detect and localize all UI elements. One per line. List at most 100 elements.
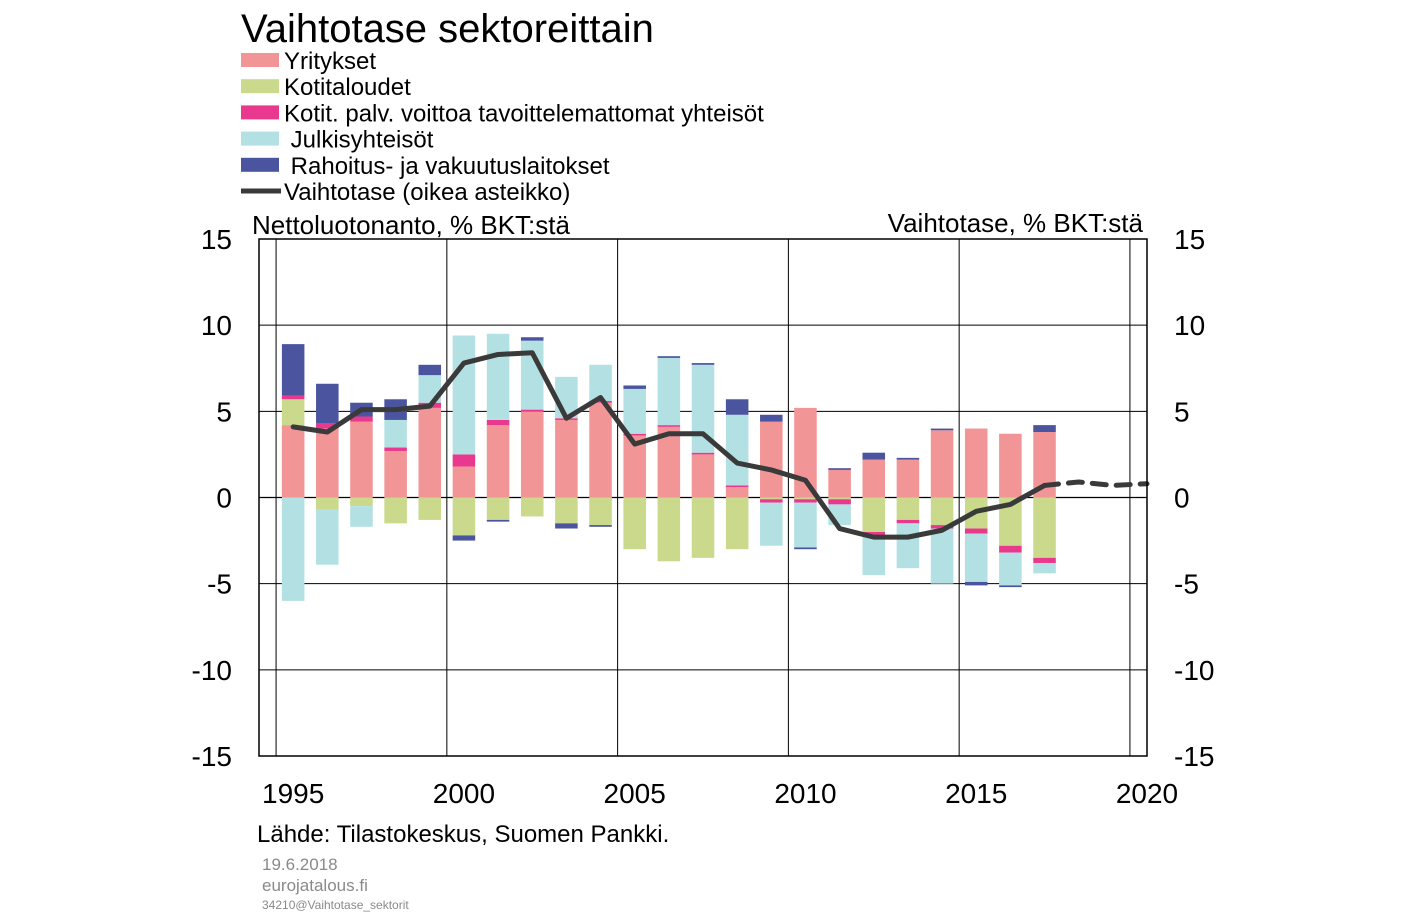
bar-segment (623, 385, 646, 389)
right-tick-label: -15 (1174, 741, 1214, 772)
bar-segment (281, 425, 305, 498)
axes: 15 15 10 10 5 5 0 0 -5 -5 -10 -10 -15 -15 1995 2000 2005… (192, 224, 1215, 809)
bar-segment (657, 426, 681, 498)
right-tick-label: 5 (1174, 396, 1190, 427)
bar-segment (964, 533, 988, 582)
bar-segment (760, 499, 783, 503)
plot-frame (258, 238, 1148, 757)
bar-segment (281, 399, 305, 426)
bar-segment (725, 487, 749, 498)
legend-label: Rahoitus- ja vakuutuslaitokset (284, 153, 610, 180)
bar-segment (486, 419, 510, 426)
bar-segment (657, 425, 681, 427)
gridlines (259, 239, 1147, 756)
legend-swatch (241, 79, 279, 94)
right-tick-label: 10 (1174, 310, 1205, 341)
source-note: Lähde: Tilastokeskus, Suomen Pankki. (257, 821, 669, 848)
bar-segment (486, 333, 510, 420)
bar-segment (1033, 557, 1056, 563)
bar-segment (999, 585, 1022, 588)
bar-segment (520, 409, 544, 412)
bar-segment (862, 497, 886, 532)
bar-segment (691, 497, 715, 558)
bar-segment (896, 457, 920, 460)
bar-segment (999, 433, 1022, 498)
legend-swatch (241, 157, 279, 172)
legend-label: Julkisyhteisöt (284, 127, 434, 154)
bar-segment (999, 497, 1022, 546)
bar-segment (623, 433, 646, 436)
bar-segment (350, 416, 373, 422)
left-tick-label: 0 (216, 483, 232, 514)
legend-label: Vaihtotase (oikea asteikko) (284, 179, 570, 206)
left-tick-label: -10 (192, 655, 232, 686)
bar-segment (964, 528, 988, 534)
legend-swatch (241, 105, 279, 120)
right-tick-label: -10 (1174, 655, 1214, 686)
bar-segment (657, 497, 681, 562)
x-tick-label: 2015 (945, 778, 1007, 809)
bar-segment (452, 466, 476, 498)
bar-segment (896, 523, 920, 569)
legend-swatch (241, 131, 279, 146)
bar-segment (350, 497, 373, 507)
bar-segment (623, 497, 646, 550)
bar-segment (930, 430, 954, 498)
bar-segment (862, 537, 886, 576)
bar-segment (725, 485, 749, 488)
bar-segment (760, 414, 783, 422)
bar-segment (896, 497, 920, 520)
bar-segment (555, 497, 578, 524)
chart-title: Vaihtotase sektoreittain (241, 7, 654, 51)
bar-segment (896, 519, 920, 524)
bar-segment (384, 450, 407, 498)
bar-segment (520, 340, 544, 410)
bar-segment (452, 535, 476, 541)
bar-segment (384, 419, 407, 448)
bar-segment (281, 395, 305, 400)
bar-segment (281, 344, 305, 396)
bar-segment (862, 459, 886, 498)
bar-segment (930, 525, 954, 529)
bar-segment (999, 552, 1022, 586)
bar-segment (486, 425, 510, 498)
bar-segment (452, 497, 476, 536)
bar-segment (1033, 425, 1056, 433)
bar-segment (350, 506, 373, 527)
left-tick-label: 10 (201, 310, 232, 341)
bar-segment (691, 363, 715, 365)
bar-segment (418, 364, 442, 376)
bar-segment (828, 499, 851, 505)
bar-segment (589, 400, 612, 403)
bar-segment (760, 497, 783, 500)
bar-segment (828, 497, 851, 500)
bar-segment (691, 454, 715, 498)
bar-segment (828, 468, 851, 470)
bar-segment (316, 497, 339, 510)
bar-segment (794, 497, 817, 500)
left-tick-label: 5 (216, 396, 232, 427)
bar-segment (1033, 497, 1056, 558)
bar-segment (964, 581, 988, 586)
bar-segment (794, 547, 817, 550)
bar-segment (794, 499, 817, 503)
bar-segment (657, 357, 681, 426)
legend-label: Kotit. palv. voittoa tavoittelemattomat … (284, 100, 764, 127)
bar-segment (555, 523, 578, 529)
bar-segment (725, 399, 749, 415)
bar-segment (1033, 432, 1056, 498)
bar-segment (316, 428, 339, 498)
bar-segment (589, 525, 612, 527)
right-tick-label: 15 (1174, 224, 1205, 255)
bar-segment (418, 497, 442, 520)
bar-segment (486, 519, 510, 522)
legend-label: Kotitaloudet (284, 74, 411, 101)
bar-segment (418, 407, 442, 498)
bar-segment (555, 419, 578, 498)
right-axis-label: Vaihtotase, % BKT:stä (888, 208, 1144, 238)
bar-segment (862, 531, 886, 538)
forecast-line (1042, 479, 1150, 488)
bar-segment (760, 502, 783, 546)
